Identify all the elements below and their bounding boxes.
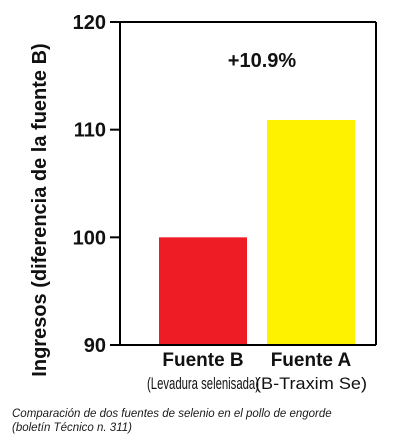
x-category-sublabel-1: (B-Traxim Se) bbox=[255, 374, 367, 393]
x-category-sublabel-0: (Levadura selenisada) bbox=[147, 374, 259, 393]
y-tick-label-110: 110 bbox=[74, 120, 106, 142]
bar-fuente-b bbox=[159, 237, 247, 345]
difference-annotation: +10.9% bbox=[228, 50, 297, 72]
chart-svg: 90 100 110 120 Ingresos (diferencia de la fu… bbox=[29, 12, 377, 393]
caption-line-2: (boletín Técnico n. 311) bbox=[12, 422, 132, 434]
caption-line-1: Comparación de dos fuentes de selenio en… bbox=[12, 408, 332, 420]
figure-caption: Comparación de dos fuentes de selenio en… bbox=[12, 407, 392, 435]
y-tick-label-100: 100 bbox=[73, 227, 106, 249]
x-category-label-0: Fuente B bbox=[162, 350, 243, 371]
y-tick-label-120: 120 bbox=[73, 12, 106, 34]
y-tick-label-90: 90 bbox=[84, 335, 106, 357]
x-category-label-1: Fuente A bbox=[271, 350, 352, 371]
y-axis-title: Ingresos (diferencia de la fuente B) bbox=[29, 43, 51, 376]
bar-fuente-a bbox=[267, 119, 355, 345]
